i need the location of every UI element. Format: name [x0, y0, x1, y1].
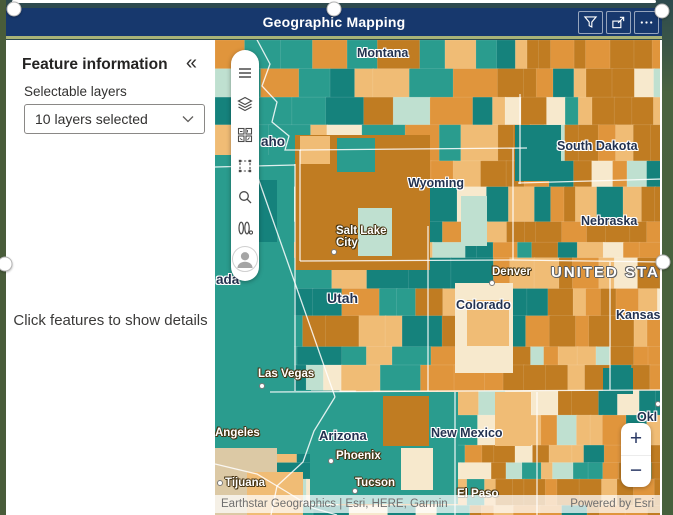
menu-icon [239, 67, 251, 78]
search-button[interactable] [231, 181, 259, 212]
chevron-down-icon [182, 115, 204, 123]
more-options-icon [640, 20, 653, 24]
visual-title: Geographic Mapping [262, 14, 406, 30]
map-menu-button[interactable] [231, 57, 259, 88]
layers-dropdown[interactable]: 10 layers selected [24, 104, 205, 134]
attribution-sources: Earthstar Geographics | Esri, HERE, Garm… [221, 498, 448, 510]
map-toolbar [231, 50, 259, 281]
layers-dropdown-value: 10 layers selected [35, 111, 148, 127]
account-icon [237, 251, 253, 268]
infographics-button[interactable] [231, 212, 259, 243]
selection-handle-top-center[interactable] [326, 1, 342, 17]
zoom-out-button[interactable]: − [621, 456, 651, 488]
selection-handle-top-right[interactable] [654, 3, 670, 19]
filter-button[interactable] [578, 10, 603, 34]
selectable-layers-label: Selectable layers [24, 84, 127, 99]
focus-mode-icon [612, 16, 625, 28]
infographics-icon [238, 221, 253, 235]
selection-handle-middle-left[interactable] [0, 256, 13, 272]
feature-information-panel: Feature information « Selectable layers … [6, 40, 215, 515]
layers-button[interactable] [231, 88, 259, 119]
selection-tool-icon [238, 159, 252, 172]
map-canvas[interactable]: Montana aho ada Wyoming South Dakota Nebraska… [215, 40, 662, 515]
visual-header-actions [578, 10, 659, 34]
focus-mode-button[interactable] [606, 10, 631, 34]
visual-selection-accent [6, 36, 662, 39]
collapse-panel-button[interactable]: « [180, 51, 203, 76]
feature-hint-text: Click features to show details [13, 312, 208, 329]
search-icon [239, 190, 252, 203]
selection-tool-button[interactable] [231, 150, 259, 181]
more-options-button[interactable] [634, 10, 659, 34]
avatar [232, 245, 258, 272]
adjacent-visual-edge [12, 0, 656, 3]
layers-icon [237, 96, 253, 111]
account-button[interactable] [231, 243, 259, 274]
filter-icon [583, 15, 598, 28]
geographic-mapping-visual: Geographic Mapping Feature informati [6, 8, 662, 515]
selection-handle-middle-right[interactable] [655, 254, 671, 270]
selection-handle-top-left[interactable] [6, 1, 22, 17]
map-attribution-bar: Earthstar Geographics | Esri, HERE, Garm… [215, 495, 660, 513]
choropleth-mosaic [215, 40, 660, 515]
basemap-gallery-icon [237, 127, 253, 142]
map-zoom-control: + − [621, 423, 651, 487]
panel-heading: Feature information [22, 56, 168, 73]
basemap-gallery-button[interactable] [231, 119, 259, 150]
powered-by-esri-link[interactable]: Powered by Esri [570, 498, 654, 510]
zoom-in-button[interactable]: + [621, 423, 651, 456]
